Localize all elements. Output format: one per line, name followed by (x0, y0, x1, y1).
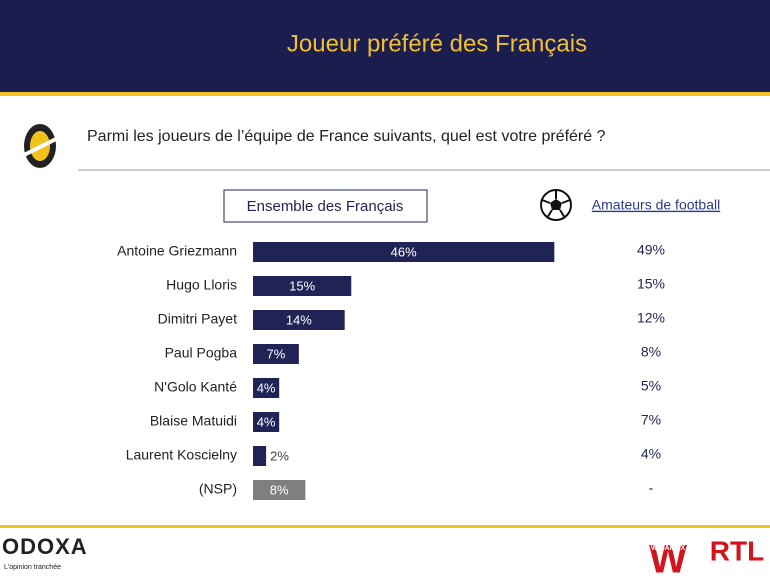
legend-box (223, 189, 428, 223)
bar (253, 480, 306, 500)
value-label: 4% (641, 446, 661, 462)
footer-rule (0, 525, 770, 528)
value-label: 46% (391, 244, 417, 259)
bar (253, 310, 345, 330)
bar (253, 242, 555, 262)
sponsor-logo: WINAMAX (651, 545, 686, 552)
value-label: 4% (257, 380, 276, 395)
value-label: 8% (641, 344, 661, 360)
category-label: Antoine Griezmann (117, 243, 237, 259)
category-label: Hugo Lloris (166, 277, 237, 293)
value-label: 14% (286, 312, 312, 327)
value-label: 49% (637, 242, 665, 258)
bar (253, 276, 352, 296)
bar (253, 412, 280, 432)
header-rule (0, 92, 770, 96)
partner-logo: RTL (710, 535, 764, 566)
value-label: 4% (257, 414, 276, 429)
question-icon (21, 124, 59, 168)
category-label: Blaise Matuidi (150, 413, 237, 429)
value-label: 7% (641, 412, 661, 428)
sponsor-w: W (649, 538, 687, 576)
category-label: Laurent Koscielny (126, 447, 237, 463)
football-icon (540, 189, 572, 221)
value-label: 15% (289, 278, 315, 293)
question: Parmi les joueurs de l’équipe de France … (87, 128, 606, 145)
category-label: Dimitri Payet (158, 311, 237, 327)
brand-logo: ODOXA (2, 534, 88, 559)
value-label: 12% (637, 310, 665, 326)
brand-tagline: L'opinion tranchée (4, 564, 61, 571)
category-label: Paul Pogba (165, 345, 238, 361)
value-label: 8% (270, 482, 289, 497)
category-label: N'Golo Kanté (154, 379, 237, 395)
header-title: Joueur préféré des Français (287, 30, 587, 57)
bar (253, 446, 267, 466)
header-band (0, 0, 770, 92)
value-label: 2% (270, 448, 289, 463)
value-label: 15% (637, 276, 665, 292)
bar (253, 344, 299, 364)
legend-entry: Amateurs de football (592, 197, 720, 213)
category-label: (NSP) (199, 481, 237, 497)
value-label: - (649, 480, 654, 496)
bar (253, 378, 280, 398)
value-label: 7% (267, 346, 286, 361)
value-label: 5% (641, 378, 661, 394)
legend-entry: Ensemble des Français (247, 198, 404, 215)
